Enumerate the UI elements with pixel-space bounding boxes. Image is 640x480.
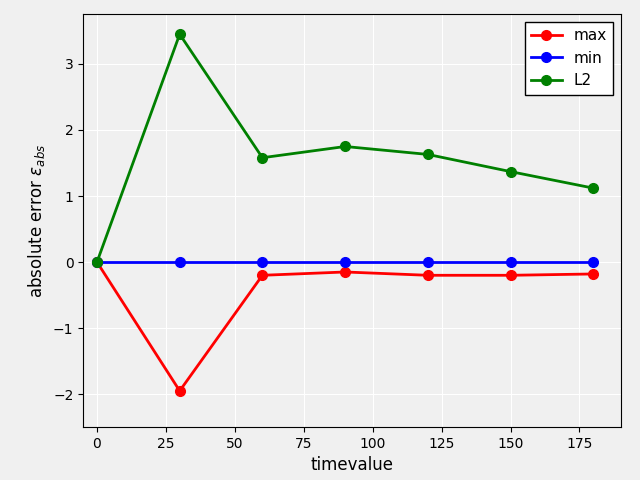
L2: [424, 152, 431, 157]
min: [93, 259, 101, 265]
max: [589, 271, 597, 277]
min: [589, 259, 597, 265]
min: [176, 259, 184, 265]
L2: [259, 155, 266, 161]
min: [507, 259, 515, 265]
min: [424, 259, 431, 265]
Y-axis label: absolute error $\varepsilon_{abs}$: absolute error $\varepsilon_{abs}$: [26, 144, 47, 298]
L2: [341, 144, 349, 149]
max: [259, 273, 266, 278]
max: [176, 388, 184, 394]
X-axis label: timevalue: timevalue: [310, 456, 394, 474]
L2: [507, 168, 515, 174]
max: [93, 259, 101, 265]
Legend: max, min, L2: max, min, L2: [525, 22, 613, 95]
L2: [93, 259, 101, 265]
max: [341, 269, 349, 275]
Line: min: min: [92, 257, 598, 267]
min: [341, 259, 349, 265]
max: [424, 273, 431, 278]
L2: [176, 31, 184, 37]
L2: [589, 185, 597, 191]
Line: L2: L2: [92, 29, 598, 267]
max: [507, 273, 515, 278]
min: [259, 259, 266, 265]
Line: max: max: [92, 257, 598, 396]
